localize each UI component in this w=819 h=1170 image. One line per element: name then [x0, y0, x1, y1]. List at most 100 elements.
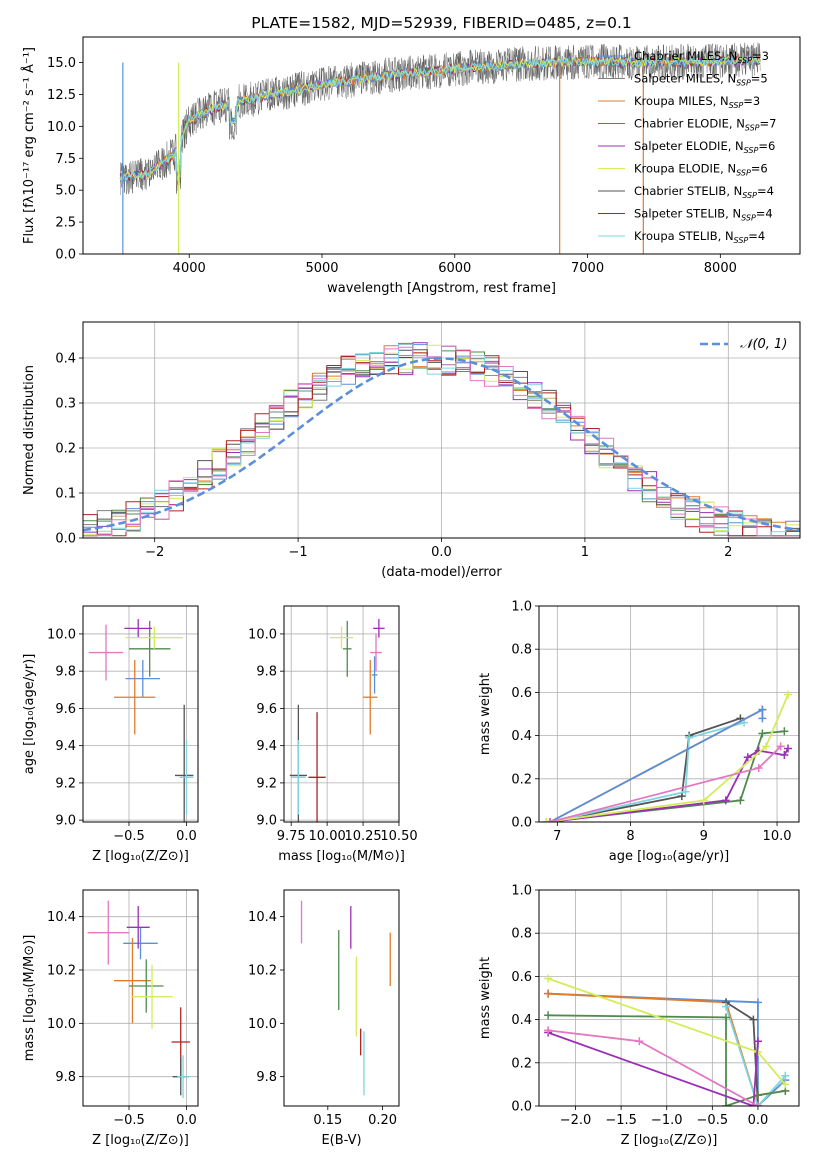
- axes-frame: [538, 605, 800, 823]
- plot-area: [539, 890, 799, 1106]
- legend-label: Salpeter ELODIE, NSSP=6: [634, 139, 775, 155]
- y-tick-label: 7.5: [55, 152, 76, 167]
- x-tick-label: 10.0: [763, 829, 792, 844]
- y-tick-label: 0.0: [55, 532, 76, 547]
- weight-marker: [754, 764, 763, 772]
- weight-line: [546, 694, 789, 822]
- y-tick-label: 10.0: [248, 1017, 277, 1032]
- weight-marker: [749, 1015, 758, 1024]
- y-tick-label: 10.0: [248, 627, 277, 642]
- y-tick-label: 10.4: [47, 910, 76, 925]
- y-tick-label: 10.2: [248, 964, 277, 979]
- x-tick-label: −1.5: [605, 1113, 637, 1128]
- weight-marker: [780, 751, 789, 760]
- chart-spectrum: 4000 5000 6000 7000 8000 0.0 2.5 5.0 7.5 10.0 12.5…: [21, 14, 801, 296]
- x-tick-label: −0.5: [113, 829, 145, 844]
- weight-marker: [780, 727, 789, 736]
- x-axis-label: wavelength [Angstrom, rest frame]: [327, 281, 556, 296]
- y-tick-label: 10.0: [47, 120, 76, 135]
- x-tick-label: 2: [724, 545, 732, 560]
- y-tick-label: 0.2: [55, 442, 76, 457]
- axes-frame: [283, 889, 400, 1107]
- weight-marker: [784, 744, 793, 753]
- y-tick-label: 5.0: [55, 184, 76, 199]
- y-tick-label: 10.0: [47, 1017, 76, 1032]
- x-tick-label: 7: [553, 829, 561, 844]
- y-tick-label: 9.0: [256, 814, 277, 829]
- weight-marker: [722, 1013, 731, 1022]
- weight-marker: [781, 1080, 790, 1089]
- legend-label: 𝒩(0, 1): [740, 337, 787, 352]
- plot-area: [539, 606, 799, 822]
- chart-mass_vs_ebv: 0.15 0.20 9.8 10.0 10.2 10.4 E(B-V): [248, 889, 400, 1148]
- weight-marker: [544, 974, 553, 983]
- legend-label: Kroupa MILES, NSSP=3: [634, 94, 760, 110]
- y-tick-label: 9.8: [256, 665, 277, 680]
- y-tick-label: 9.2: [55, 776, 76, 791]
- y-axis-label: Normed distribution: [22, 365, 37, 495]
- x-tick-label: −0.5: [697, 1113, 729, 1128]
- x-tick-label: 0.20: [368, 1113, 397, 1128]
- plot-area: [83, 606, 198, 822]
- weight-marker: [781, 1071, 790, 1080]
- weight-marker: [762, 742, 771, 751]
- x-tick-label: 4000: [173, 261, 206, 276]
- axes-frame: [538, 889, 800, 1107]
- x-tick-label: 1: [581, 545, 589, 560]
- weight-marker: [722, 1102, 731, 1106]
- x-tick-label: −1.0: [651, 1113, 683, 1128]
- x-tick-label: 5000: [305, 261, 338, 276]
- weight-marker: [722, 1002, 731, 1011]
- weight-line: [549, 708, 764, 822]
- y-tick-label: 0.8: [511, 643, 532, 658]
- weight-marker: [753, 998, 762, 1007]
- legend-label: Chabrier ELODIE, NSSP=7: [634, 117, 776, 133]
- y-tick-label: 15.0: [47, 56, 76, 71]
- y-tick-label: 0.2: [511, 1056, 532, 1071]
- chart-weight_vs_age: 7 8 9 10.0 0.0 0.2 0.4 0.6 0.8 1.0 age [log₁₀(age/…: [478, 600, 800, 864]
- legend-label: Chabrier STELIB, NSSP=4: [634, 184, 774, 200]
- spectrum-line: [119, 54, 761, 182]
- axes-frame: [82, 605, 199, 823]
- y-tick-label: 9.8: [256, 1070, 277, 1085]
- x-tick-label: 0.0: [176, 829, 197, 844]
- axes-frame: [82, 321, 801, 539]
- chart-title: PLATE=1582, MJD=52939, FIBERID=0485, z=0…: [251, 14, 632, 32]
- x-tick-label: 6000: [438, 261, 471, 276]
- weight-marker: [544, 1026, 553, 1035]
- plot-area: [83, 322, 800, 538]
- plot-area: [284, 606, 399, 822]
- y-tick-label: 0.0: [511, 1100, 532, 1115]
- y-tick-label: 9.8: [55, 1070, 76, 1085]
- legend-label: Salpeter MILES, NSSP=5: [634, 72, 768, 88]
- y-axis-label: mass weight: [478, 673, 493, 755]
- y-tick-label: 9.0: [55, 814, 76, 829]
- spectrum-line: [119, 42, 761, 196]
- plot-area: [83, 890, 198, 1106]
- y-tick-label: 10.2: [47, 964, 76, 979]
- y-tick-label: 10.4: [248, 910, 277, 925]
- weight-marker: [753, 1102, 762, 1106]
- y-tick-label: 0.4: [511, 729, 532, 744]
- legend: Chabrier MILES, NSSP=3 Salpeter MILES, NS…: [598, 49, 776, 245]
- x-axis-label: Z [log₁₀(Z/Z⊙)]: [621, 1133, 718, 1148]
- axes-frame: [82, 36, 801, 255]
- axes-frame: [82, 889, 199, 1107]
- y-tick-label: 0.4: [55, 352, 76, 367]
- weight-line: [725, 1006, 786, 1106]
- y-tick-label: 0.6: [511, 686, 532, 701]
- x-tick-label: −2.0: [560, 1113, 592, 1128]
- histogram-series: [83, 343, 800, 537]
- weight-marker: [784, 690, 793, 699]
- histogram-series: [83, 345, 800, 537]
- y-tick-label: 1.0: [511, 884, 532, 899]
- y-tick-label: 1.0: [511, 600, 532, 615]
- y-tick-label: 9.6: [256, 702, 277, 717]
- y-tick-label: 9.4: [55, 739, 76, 754]
- weight-marker: [681, 787, 690, 796]
- legend-label: Kroupa ELODIE, NSSP=6: [634, 162, 768, 178]
- normal-curve: [83, 357, 800, 532]
- weight-marker: [753, 1091, 762, 1100]
- x-tick-label: 8000: [704, 261, 737, 276]
